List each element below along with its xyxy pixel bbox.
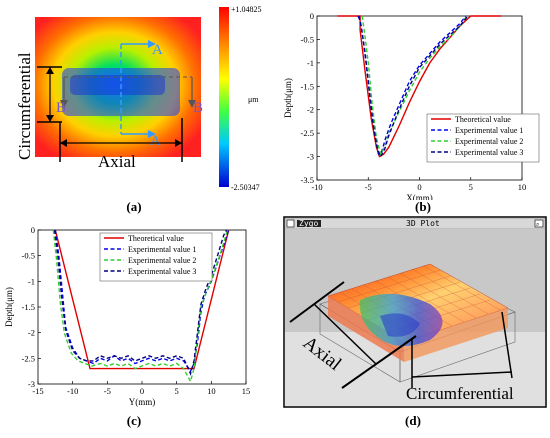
- x-tick-label: 5: [175, 386, 179, 396]
- x-tick-label: -5: [365, 182, 372, 192]
- y-tick-label: -1.5: [22, 302, 35, 312]
- x-tick-label: -15: [32, 386, 43, 396]
- y-tick-label: -1.5: [301, 81, 314, 91]
- x-tick-label: 10: [207, 386, 216, 396]
- colorbar-max-label: +1.04825: [231, 5, 262, 14]
- legend-label: Experimental value 2: [455, 137, 523, 146]
- window-title: 3D Plot: [406, 219, 440, 228]
- x-tick-label: 5: [469, 182, 473, 192]
- bb-arrowhead-right: [188, 100, 196, 108]
- panel-a-figure: A A B B Circumferential Axial +1.04825 μ…: [15, 5, 262, 192]
- caption-b: (b): [415, 199, 431, 214]
- y-tick-label: -3.5: [301, 175, 314, 185]
- x-axis-label: Y(mm): [129, 397, 156, 407]
- legend-label: Experimental value 1: [128, 245, 196, 254]
- window-menu-button[interactable]: [286, 219, 295, 228]
- zygo-logo-box: [297, 220, 321, 227]
- panel-c: -15 -10 -5 0 5 10 15 0 -0.5 -1 -1.5 -2 -2.5 -3 Y(mm) De…: [0, 215, 275, 433]
- series-line: [361, 15, 468, 157]
- label-a-bottom: A: [150, 133, 161, 149]
- axial-bracket-d-span: [313, 303, 377, 365]
- legend-label: Theoretical value: [455, 115, 511, 124]
- panel-d: Zygo 3D Plot ⌕: [280, 212, 550, 433]
- y-tick-label: 0: [31, 225, 35, 235]
- circ-bracket-d-span: [411, 371, 513, 378]
- axial-arrowhead-left: [60, 139, 67, 147]
- x-tick-label: 0: [140, 386, 144, 396]
- magnify-icon: ⌕: [536, 222, 539, 228]
- label-b-right: B: [193, 100, 203, 116]
- axial-arrowhead-right: [175, 139, 182, 147]
- colorbar: [219, 7, 229, 187]
- y-tick-label: -2.5: [22, 353, 35, 363]
- circ-bracket-d-right: [501, 311, 513, 379]
- y-tick-label: -2.5: [301, 128, 314, 138]
- aa-arrowhead-top: [148, 40, 156, 48]
- series-line: [358, 15, 469, 159]
- series-line: [53, 229, 228, 376]
- bb-arrowhead-left: [60, 100, 68, 108]
- y-tick-label: -1: [307, 58, 314, 68]
- colorbar-min-label: -2.50347: [231, 183, 260, 192]
- y-tick-label: 0: [310, 11, 314, 21]
- series-line: [54, 229, 230, 370]
- y-tick-label: -3: [307, 152, 314, 162]
- y-tick-label: -1: [28, 276, 35, 286]
- chart-c: -15 -10 -5 0 5 10 15 0 -0.5 -1 -1.5 -2 -2.5 -3 Y(mm) De…: [4, 225, 251, 407]
- colorbar-unit-label: μm: [248, 95, 259, 104]
- chart-b: -10 -5 0 5 10 0 -0.5 -1 -1.5 -2 -2.5 -3 -3.5 X(mm) Dep…: [283, 11, 540, 203]
- x-tick-label: -10: [311, 182, 322, 192]
- surface-front-face: [328, 296, 404, 362]
- panel-b: -10 -5 0 5 10 0 -0.5 -1 -1.5 -2 -2.5 -3 -3.5 X(mm) Dep…: [275, 0, 550, 215]
- legend-label: Experimental value 3: [128, 267, 196, 276]
- defect-core: [70, 75, 165, 95]
- circ-arrowhead-down: [46, 115, 54, 122]
- legend-label: Experimental value 1: [455, 126, 523, 135]
- y-tick-label: -2: [307, 105, 314, 115]
- label-a-top: A: [152, 42, 163, 58]
- y-axis-label: Depth(μm): [283, 78, 293, 118]
- caption-d: (d): [405, 413, 421, 428]
- series-line: [357, 15, 467, 156]
- legend-label: Experimental value 3: [455, 148, 523, 157]
- legend-box: [99, 232, 213, 282]
- y-tick-label: -3: [28, 379, 35, 389]
- x-tick-label: -10: [67, 386, 78, 396]
- axial-bracket-d-top: [289, 281, 345, 323]
- legend-label: Theoretical value: [128, 234, 184, 243]
- y-tick-label: -0.5: [22, 251, 35, 261]
- y-axis-label: Depth(μm): [4, 287, 14, 327]
- x-axis-label: X(mm): [406, 193, 433, 200]
- zygo-3d-plot: Zygo 3D Plot ⌕: [283, 216, 547, 408]
- zoom-button[interactable]: [534, 219, 544, 228]
- zygo-logo-text: Zygo: [299, 219, 318, 228]
- label-b-left: B: [56, 100, 66, 116]
- label-axial-a: Axial: [98, 152, 136, 171]
- panel-a: A A B B Circumferential Axial +1.04825 μ…: [0, 0, 275, 215]
- aa-arrowhead-bot: [148, 130, 156, 138]
- legend-label: Experimental value 2: [128, 256, 196, 265]
- y-tick-label: -0.5: [301, 34, 314, 44]
- x-tick-label: 10: [518, 182, 527, 192]
- legend-box: [426, 113, 540, 163]
- caption-a: (a): [126, 199, 142, 214]
- label-circumferential-d: Circumferential: [406, 384, 514, 403]
- caption-c: (c): [126, 413, 142, 428]
- surface-side-face: [404, 308, 508, 362]
- x-tick-label: -5: [104, 386, 111, 396]
- defect-trough-floor: [380, 313, 420, 337]
- x-tick-label: 15: [242, 386, 251, 396]
- x-tick-label: 0: [417, 182, 421, 192]
- series-line: [52, 229, 228, 384]
- axial-bracket-d-bottom: [341, 335, 417, 389]
- y-tick-label: -2: [28, 328, 35, 338]
- label-circumferential-a: Circumferential: [15, 52, 34, 160]
- circ-arrowhead-up: [46, 67, 54, 74]
